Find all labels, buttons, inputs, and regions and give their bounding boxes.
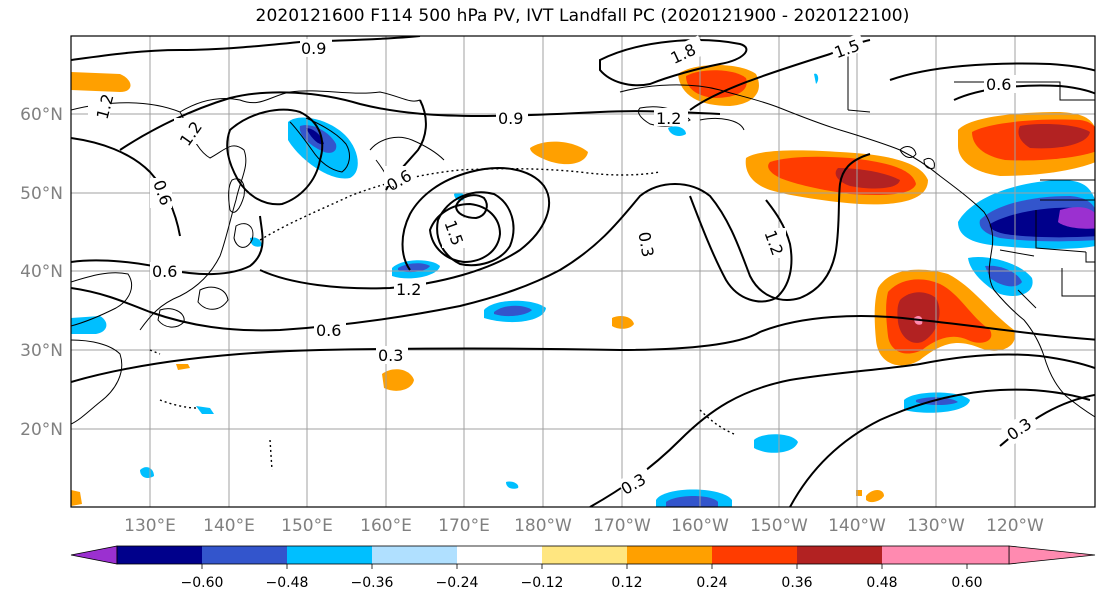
lon-label: 130°W [907, 516, 965, 536]
colorbar-label: 0.24 [696, 575, 727, 591]
colorbar-segment [372, 546, 457, 564]
contour-0.6-right [953, 84, 1095, 101]
coastlines [71, 40, 1095, 425]
contour-label: 0.3 [378, 346, 403, 365]
colorbar-segment [202, 546, 287, 564]
colorbar-label: −0.60 [181, 575, 224, 591]
lat-label: 50°N [20, 184, 63, 204]
island-chains [149, 168, 735, 471]
lon-label: 170°E [438, 516, 490, 536]
contour-label: 0.6 [986, 75, 1011, 94]
contour-0.9-top [71, 36, 421, 61]
lon-label: 170°W [593, 516, 651, 536]
colorbar-segment [542, 546, 627, 564]
lat-label: 60°N [20, 105, 63, 125]
colorbar-label: −0.36 [351, 575, 394, 591]
contour-0.6-left [71, 215, 264, 276]
contour-1.2-mid [259, 167, 551, 290]
contour-1.8 [454, 194, 488, 220]
contour-1.8-top [599, 39, 748, 87]
contour-labels: 0.9 1.8 1.5 0.6 1.2 1.2 0.9 1.2 0.6 0.6 … [88, 33, 1041, 499]
contour-label: 0.9 [498, 109, 523, 128]
colorbar-label: −0.48 [266, 575, 309, 591]
lon-label: 150°W [750, 516, 808, 536]
map-title: 2020121600 F114 500 hPa PV, IVT Landfall… [255, 6, 910, 26]
contour-label: 0.9 [301, 39, 326, 58]
pos-area-westtop [71, 72, 131, 92]
colorbar-segment [457, 546, 542, 564]
contour-label: 0.6 [152, 262, 177, 281]
pos-area-midpac [530, 141, 588, 165]
colorbar-segment [712, 546, 797, 564]
colorbar-label: 0.60 [951, 575, 982, 591]
contour-1.2-inner [436, 191, 515, 267]
colorbar-label: 0.36 [781, 575, 812, 591]
contour-0.3-ring [789, 388, 1091, 507]
colorbar-segment [797, 546, 882, 564]
colorbar-extend-right [1008, 545, 1096, 565]
map-frame [70, 35, 1096, 508]
lon-label: 180°W [514, 516, 572, 536]
contour-east-loop [889, 62, 1095, 81]
lon-label: 130°E [124, 516, 176, 536]
neg-area-hawaii [754, 434, 798, 453]
contour-1.2-loop [226, 108, 324, 206]
lon-label: 140°W [828, 516, 886, 536]
lon-label: 160°W [671, 516, 729, 536]
colorbar-segment [882, 546, 1009, 564]
contour-label: 1.2 [656, 109, 681, 128]
contour-0.6 [71, 153, 871, 332]
colorbar-label: 0.12 [611, 575, 642, 591]
lat-label: 40°N [20, 262, 63, 282]
lon-label: 140°E [203, 516, 255, 536]
contour-label: 0.3 [634, 230, 657, 258]
contour-0.3-south [71, 315, 1095, 383]
colorbar-segment [287, 546, 372, 564]
contour-1.2-left [71, 137, 181, 237]
lon-label: 120°W [986, 516, 1044, 536]
contour-label: 0.6 [316, 321, 341, 340]
lon-label: 160°E [360, 516, 412, 536]
colorbar: −0.60 −0.48 −0.36 −0.24 −0.12 0.12 0.24 … [70, 545, 1096, 591]
contour-0.3-lower [589, 353, 1095, 507]
colorbar-extend-left [70, 545, 118, 565]
contour-label: 1.2 [396, 280, 421, 299]
lon-label: 150°E [281, 516, 333, 536]
colorbar-label: 0.48 [866, 575, 897, 591]
colorbar-segment [117, 546, 202, 564]
colorbar-label: −0.24 [436, 575, 479, 591]
anomaly-fills [71, 65, 1095, 507]
contour-0.9-mid [119, 91, 721, 151]
lat-label: 30°N [20, 341, 63, 361]
lat-label: 20°N [20, 420, 63, 440]
colorbar-segment [627, 546, 712, 564]
longitude-labels: 130°E 140°E 150°E 160°E 170°E 180°W 170°… [124, 516, 1044, 536]
colorbar-label: −0.12 [521, 575, 564, 591]
latitude-labels: 60°N 50°N 40°N 30°N 20°N [20, 105, 63, 440]
